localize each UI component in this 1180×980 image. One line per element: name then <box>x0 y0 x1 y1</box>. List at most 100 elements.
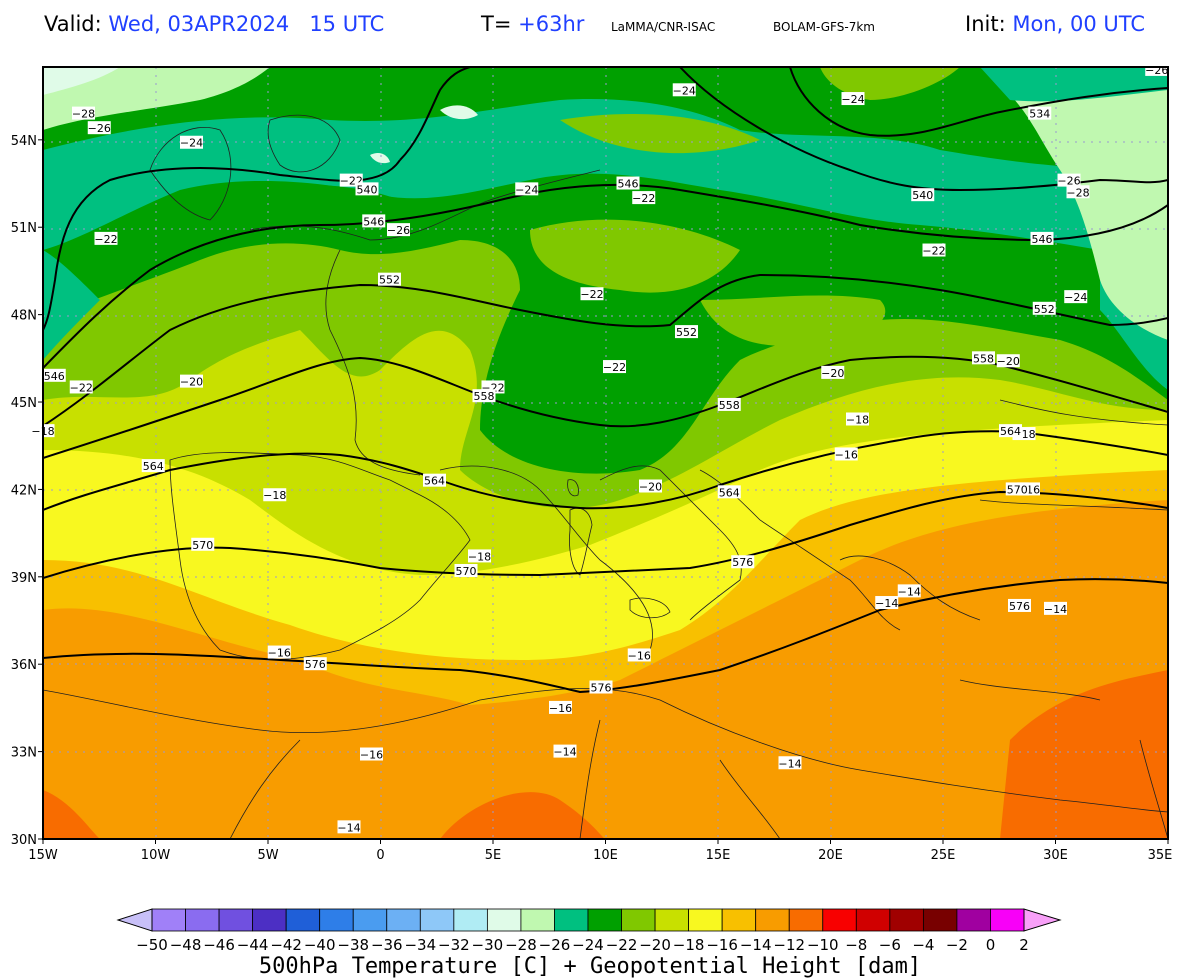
temperature-label-text: −14 <box>1044 603 1067 616</box>
height-label-text: 570 <box>192 539 213 552</box>
height-label-text: 552 <box>379 274 400 287</box>
colorbar-tick-labels: −50 −48 −46 −44 −42 −40 −38 −36 −34 −32 −30 −28 −26−… <box>136 936 1029 954</box>
temperature-label: −18 <box>468 549 491 563</box>
model-label: BOLAM-GFS-7km <box>773 20 875 34</box>
height-contours <box>43 67 1168 694</box>
colorbar-box <box>419 908 455 932</box>
colorbar-tick: −4 <box>912 936 934 954</box>
temperature-label: −22 <box>580 287 604 301</box>
temperature-label: −24 <box>673 83 696 97</box>
temperature-label-text: −28 <box>72 108 95 121</box>
temperature-label: −14 <box>778 756 802 770</box>
colorbar-tick: −16 <box>706 936 738 954</box>
colorbar-tick: −22 <box>606 936 638 954</box>
colorbar-tick: −26 <box>539 936 571 954</box>
height-label: 558 <box>972 351 995 365</box>
height-label: 564 <box>141 459 165 473</box>
temperature-label: −28 <box>72 106 95 121</box>
height-label: 570 <box>454 563 478 578</box>
lon-tick-label: 5E <box>485 848 502 863</box>
colorbar-box <box>252 908 287 932</box>
height-label: 552 <box>675 325 698 339</box>
height-label-text: 534 <box>1029 108 1050 121</box>
colorbar-box <box>855 908 891 932</box>
temperature-label-text: −14 <box>898 585 921 598</box>
colorbar-box <box>587 908 622 932</box>
height-label: 546 <box>616 176 640 191</box>
height-label-text: 564 <box>424 475 445 488</box>
lon-tick-label: 10W <box>141 848 171 863</box>
lat-tick-label: 45N <box>11 396 37 411</box>
temperature-label-text: −14 <box>553 746 576 759</box>
colorbar-tick: −50 <box>136 936 168 954</box>
temperature-label-text: −24 <box>841 93 864 106</box>
height-label: 576 <box>731 555 755 569</box>
colorbar-boxes <box>151 908 1025 932</box>
colorbar-over-arrow <box>1023 908 1062 932</box>
init-label: Init: <box>965 12 1006 36</box>
height-label-text: 546 <box>1032 233 1053 246</box>
temperature-label-text: −16 <box>628 649 651 662</box>
valid-time: Valid: Wed, 03APR2024 15 UTC <box>44 12 384 36</box>
temperature-label: −22 <box>603 360 626 374</box>
height-label: 576 <box>303 657 327 671</box>
height-label-text: 564 <box>143 460 164 473</box>
lon-tick-label: 0 <box>376 848 384 863</box>
colorbar-box <box>621 908 656 932</box>
temperature-label-text: −20 <box>180 376 203 389</box>
height-label: 564 <box>999 424 1022 438</box>
temperature-label: −14 <box>1044 601 1067 616</box>
graticule <box>43 67 1168 839</box>
temperature-label: −22 <box>94 231 118 246</box>
init-time: Init: Mon, 00 UTC <box>965 12 1145 36</box>
colorbar-tick: −2 <box>946 936 968 954</box>
lat-tick-label: 54N <box>11 134 37 149</box>
height-label-text: 564 <box>1000 425 1021 438</box>
temperature-label-text: −22 <box>603 361 626 374</box>
colorbar-tick: −20 <box>639 936 671 954</box>
temperature-label: −28 <box>1066 185 1090 199</box>
temperature-label: −14 <box>898 584 921 598</box>
colorbar-under-arrow <box>116 908 153 932</box>
t-value: +63hr <box>518 12 585 36</box>
height-label-text: 552 <box>1034 303 1055 316</box>
colorbar-tick: −48 <box>170 936 202 954</box>
temperature-label: −14 <box>337 820 361 834</box>
colorbar-title: 500hPa Temperature [C] + Geopotential He… <box>258 954 922 979</box>
height-label: 540 <box>911 188 935 202</box>
height-label: 576 <box>589 680 613 695</box>
height-label: 546 <box>42 368 66 383</box>
temperature-label-text: −26 <box>1057 175 1080 188</box>
colorbar-box <box>285 908 321 932</box>
temperature-label-text: −26 <box>387 224 410 237</box>
lat-tick-label: 33N <box>11 746 37 761</box>
height-label: 558 <box>717 397 741 412</box>
colorbar-tick: −12 <box>773 936 805 954</box>
lat-tick-label: 48N <box>11 309 37 324</box>
colorbar-box <box>453 908 488 932</box>
height-label: 534 <box>1028 106 1052 121</box>
coastlines <box>43 114 1168 839</box>
lon-tick-label: 5W <box>257 848 278 863</box>
temperature-label: −20 <box>639 479 662 494</box>
valid-label: Valid: <box>44 12 102 36</box>
colorbar-box <box>990 908 1025 932</box>
height-label: 564 <box>717 485 741 499</box>
colorbar-box <box>755 908 790 932</box>
height-label-text: 552 <box>676 326 697 339</box>
temperature-label-text: −16 <box>360 749 383 762</box>
height-label: 558 <box>472 389 496 403</box>
colorbar-tick: −14 <box>740 936 772 954</box>
height-label: 576 <box>1008 598 1031 613</box>
lon-tick-label: 10E <box>593 848 618 863</box>
colorbar-box <box>185 908 220 932</box>
colorbar-box <box>721 908 757 932</box>
temperature-label: −14 <box>553 744 577 759</box>
colorbar-tick: −8 <box>845 936 867 954</box>
temperature-label-text: −24 <box>673 84 696 97</box>
height-label: 546 <box>362 214 386 228</box>
colorbar-tick: −34 <box>404 936 436 954</box>
temperature-label-text: −26 <box>88 122 111 135</box>
temperature-label-text: −28 <box>1066 186 1089 199</box>
temperature-label: −26 <box>1057 173 1081 188</box>
